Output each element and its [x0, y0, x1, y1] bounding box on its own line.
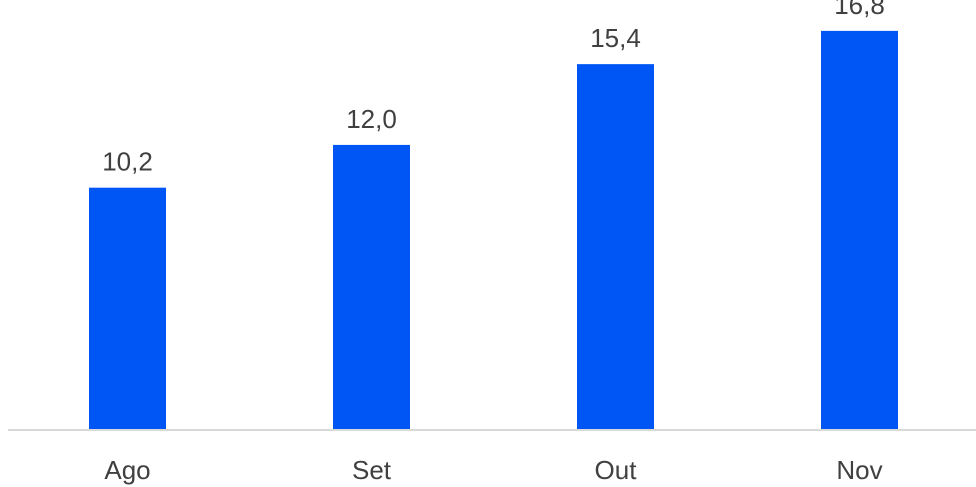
bar-out [577, 64, 654, 430]
bar-set [333, 144, 410, 431]
x-tick-label-ago: Ago [104, 455, 150, 485]
data-labels-group: 10,2 12,0 15,4 16,8 [102, 0, 885, 177]
bar-nov [821, 30, 898, 431]
bar-ago [89, 187, 166, 430]
bars-group [89, 30, 898, 431]
data-label-out: 15,4 [590, 23, 641, 53]
data-label-nov: 16,8 [834, 0, 885, 20]
x-tick-label-set: Set [352, 455, 392, 485]
x-tick-label-out: Out [595, 455, 638, 485]
x-tick-labels-group: Ago Set Out Nov [104, 455, 882, 485]
x-tick-label-nov: Nov [836, 455, 882, 485]
data-label-ago: 10,2 [102, 147, 153, 177]
data-label-set: 12,0 [346, 104, 397, 134]
